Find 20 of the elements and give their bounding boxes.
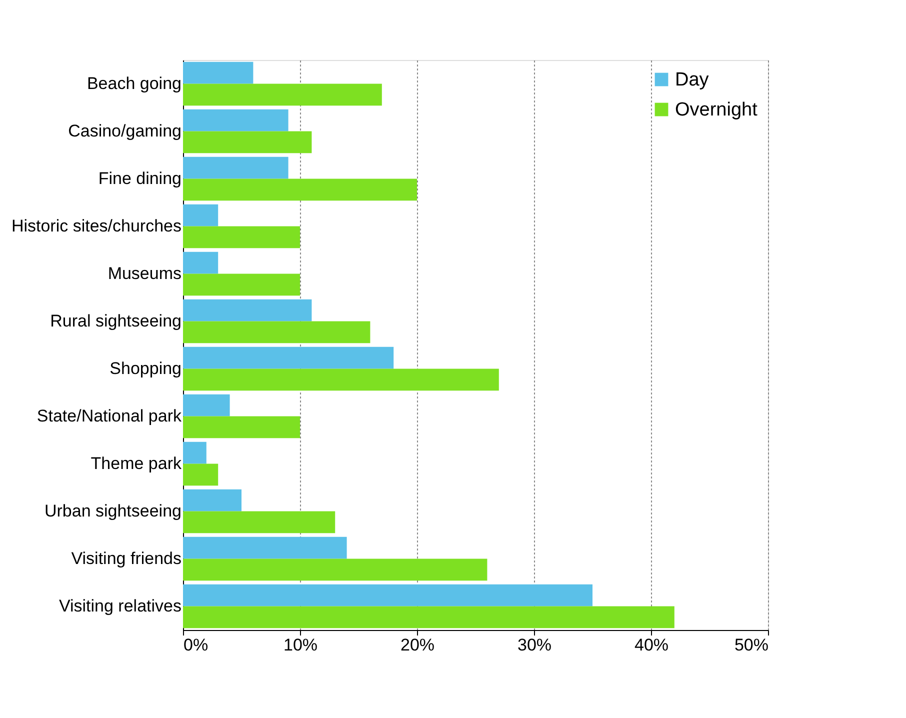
y-tick-label: Visiting relatives [58,596,182,616]
y-tick-label: Theme park [90,454,182,473]
y-tick-label: Rural sightseeing [50,311,182,330]
legend-label: Day [675,70,710,90]
y-tick-label: Shopping [110,358,182,378]
y-tick-label: State/National park [36,406,182,426]
y-tick-label: Museums [108,264,182,283]
y-tick-label: Historic sites/churches [11,216,182,236]
x-tick-label: 50% [734,636,768,654]
x-tick-label: 10% [283,636,318,654]
y-tick-label: Urban sightseeing [44,501,182,520]
x-tick-label: 40% [634,636,669,654]
x-tick-label: 30% [517,636,552,654]
y-tick-label: Beach going [86,74,182,93]
x-tick-label: 20% [400,636,435,654]
y-tick-label: Casino/gaming [68,121,182,140]
y-tick-label: Fine dining [98,168,182,188]
legend-label: Overnight [675,100,758,120]
x-tick-label: 0% [184,636,208,654]
y-tick-label: Visiting friends [71,548,182,568]
